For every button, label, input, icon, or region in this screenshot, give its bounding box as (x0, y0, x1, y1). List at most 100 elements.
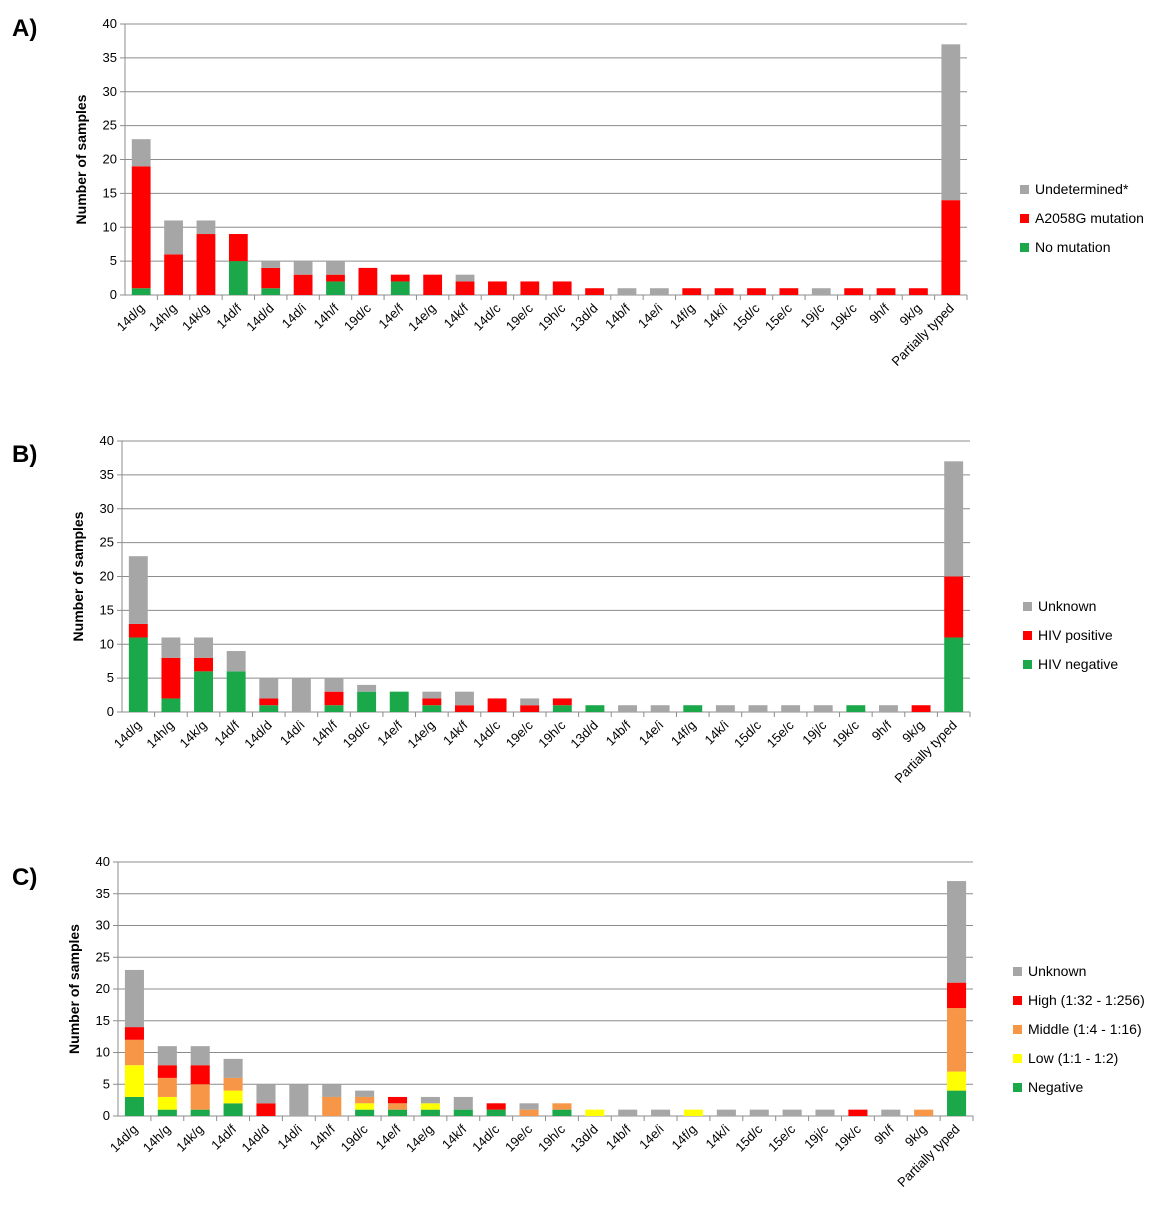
x-tick-label: 19d/c (340, 717, 373, 750)
bar-segment (357, 691, 377, 712)
bar-segment (453, 1109, 473, 1116)
x-tick-label: 15e/c (762, 300, 795, 333)
x-tick-label: 19d/c (338, 1121, 371, 1154)
bar-segment (815, 1109, 835, 1116)
legend-swatch (1020, 185, 1029, 194)
x-tick-label: 19h/c (535, 300, 568, 333)
bar-segment (128, 556, 148, 624)
x-tick-label: 14d/f (213, 300, 244, 331)
bar-segment (423, 274, 443, 295)
bar-segment (420, 1103, 440, 1110)
bar-segment (190, 1109, 210, 1116)
x-tick-label: 14k/f (439, 1121, 470, 1152)
bar-segment (909, 288, 928, 295)
bar-segment (259, 705, 279, 712)
legend-swatch (1023, 631, 1032, 640)
legend-label: Unknown (1038, 598, 1096, 614)
legend-swatch (1013, 1083, 1022, 1092)
y-tick-label: 15 (96, 1013, 110, 1028)
bar-segment (324, 705, 344, 712)
bar-segment (324, 678, 344, 692)
bar-segment (782, 1109, 802, 1116)
bar-segment (293, 261, 313, 275)
x-tick-label: 19d/c (341, 300, 374, 333)
bar-segment (261, 288, 281, 295)
x-tick-label: 14k/i (701, 717, 731, 747)
legend-label: Unknown (1028, 963, 1086, 979)
x-tick-label: 15d/c (732, 1121, 765, 1154)
x-tick-label: 19e/c (503, 717, 536, 750)
panel-label: B) (12, 441, 37, 468)
bar-segment (947, 1008, 967, 1072)
bar-segment (519, 1103, 539, 1110)
y-tick-label: 0 (103, 1108, 110, 1123)
legend-label: Middle (1:4 - 1:16) (1028, 1021, 1142, 1037)
legend-swatch (1013, 996, 1022, 1005)
x-tick-label: 14e/g (405, 301, 439, 335)
x-tick-label: 14d/c (469, 1121, 502, 1154)
x-tick-label: 19e/c (503, 300, 536, 333)
bar-segment (846, 705, 866, 712)
y-tick-label: 5 (107, 670, 114, 685)
bar-segment (190, 1084, 210, 1110)
bar-segment (876, 288, 896, 295)
bar-segment (261, 267, 281, 289)
x-tick-label: 19j/c (799, 717, 829, 747)
bar-segment (324, 691, 344, 706)
bar-segment (585, 288, 604, 295)
bar-segment (944, 637, 964, 712)
x-tick-label: 15d/c (731, 717, 764, 750)
bar-segment (813, 705, 833, 712)
bar-segment (322, 1096, 342, 1116)
x-tick-label: 14d/g (111, 718, 145, 752)
legend-label: HIV positive (1038, 627, 1113, 643)
bar-segment (131, 139, 151, 167)
y-tick-label: 40 (103, 16, 117, 31)
x-tick-label: 14d/f (211, 717, 242, 748)
y-tick-label: 30 (96, 918, 110, 933)
bar-segment (747, 288, 766, 295)
bar-segment (947, 881, 967, 983)
chart-panel-b: B) 0 5 10 15 20 25 30 35 40 Number of samples 14d/g… (12, 433, 1118, 786)
x-tick-label: 14k/g (173, 1122, 206, 1155)
chart-panel-a: A) 0 5 10 15 20 25 30 35 40 Number of samples 14d/g… (12, 15, 1144, 369)
bar-segment (259, 698, 279, 706)
bar-segment (128, 637, 148, 712)
x-tick-label: 19e/c (502, 1121, 535, 1154)
bar-segment (716, 1109, 736, 1116)
bar-segment (881, 1109, 901, 1116)
x-tick-label: 14e/i (636, 717, 667, 748)
bar-segment (223, 1103, 243, 1116)
y-tick-label: 35 (100, 467, 114, 482)
panel-label: C) (12, 864, 37, 891)
bar-segment (157, 1109, 177, 1116)
bar-segment (190, 1065, 210, 1085)
y-tick-label: 0 (107, 704, 114, 719)
bar-segment (748, 705, 768, 712)
bar-segment (194, 657, 213, 672)
bar-segment (585, 1109, 605, 1116)
bar-segment (811, 288, 831, 295)
x-tick-label: 14f/g (667, 301, 698, 332)
y-tick-label: 10 (103, 219, 117, 234)
bar-segment (157, 1065, 177, 1078)
bar-segment (223, 1090, 243, 1104)
y-tick-label: 10 (100, 636, 114, 651)
bar-segment (157, 1077, 177, 1097)
y-tick-label: 5 (110, 253, 117, 268)
y-tick-label: 20 (103, 152, 117, 167)
bar-segment (486, 1109, 506, 1116)
x-tick-label: 14k/f (440, 717, 471, 748)
bar-segment (190, 1046, 210, 1066)
bar-segment (486, 1103, 506, 1110)
bar-segment (196, 234, 216, 295)
bar-segment (259, 678, 279, 699)
bar-segment (520, 698, 540, 706)
legend-label: High (1:32 - 1:256) (1028, 992, 1145, 1008)
bar-segment (223, 1058, 243, 1078)
bar-segment (422, 691, 442, 699)
bar-segment (161, 637, 181, 658)
x-tick-label: 14d/d (243, 301, 277, 335)
bar-segment (326, 274, 345, 282)
